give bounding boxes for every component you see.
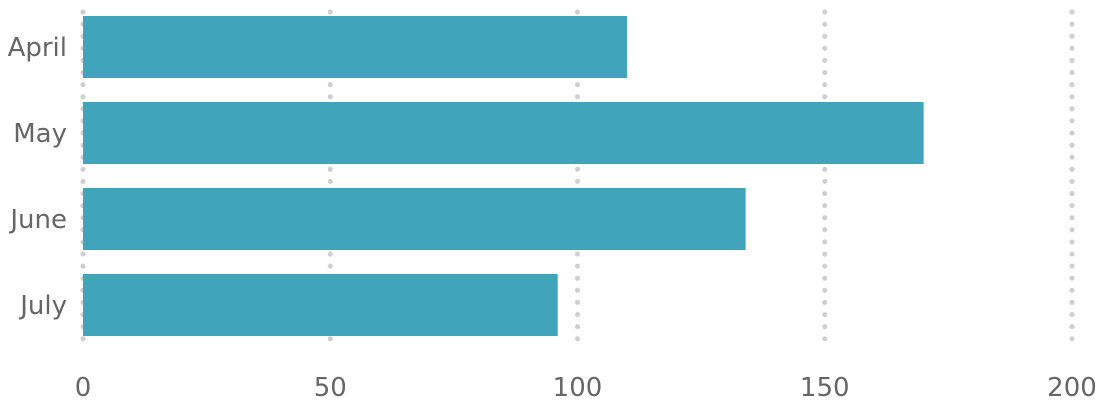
category-label-may: May bbox=[13, 119, 67, 149]
category-label-june: June bbox=[8, 205, 67, 235]
bar-may bbox=[83, 102, 924, 164]
x-axis-ticks: 0 50 100 150 200 bbox=[75, 373, 1096, 403]
bar-july bbox=[83, 274, 558, 336]
x-tick-label-0: 0 bbox=[75, 373, 92, 403]
category-label-july: July bbox=[18, 291, 67, 321]
category-labels: April May June July bbox=[8, 33, 67, 321]
bar-june bbox=[83, 188, 746, 250]
category-label-april: April bbox=[8, 33, 67, 63]
x-tick-label-50: 50 bbox=[314, 373, 347, 403]
x-tick-label-100: 100 bbox=[553, 373, 603, 403]
bar-april bbox=[83, 16, 627, 78]
x-tick-label-150: 150 bbox=[800, 373, 850, 403]
x-tick-label-200: 200 bbox=[1047, 373, 1096, 403]
bars bbox=[83, 16, 924, 336]
